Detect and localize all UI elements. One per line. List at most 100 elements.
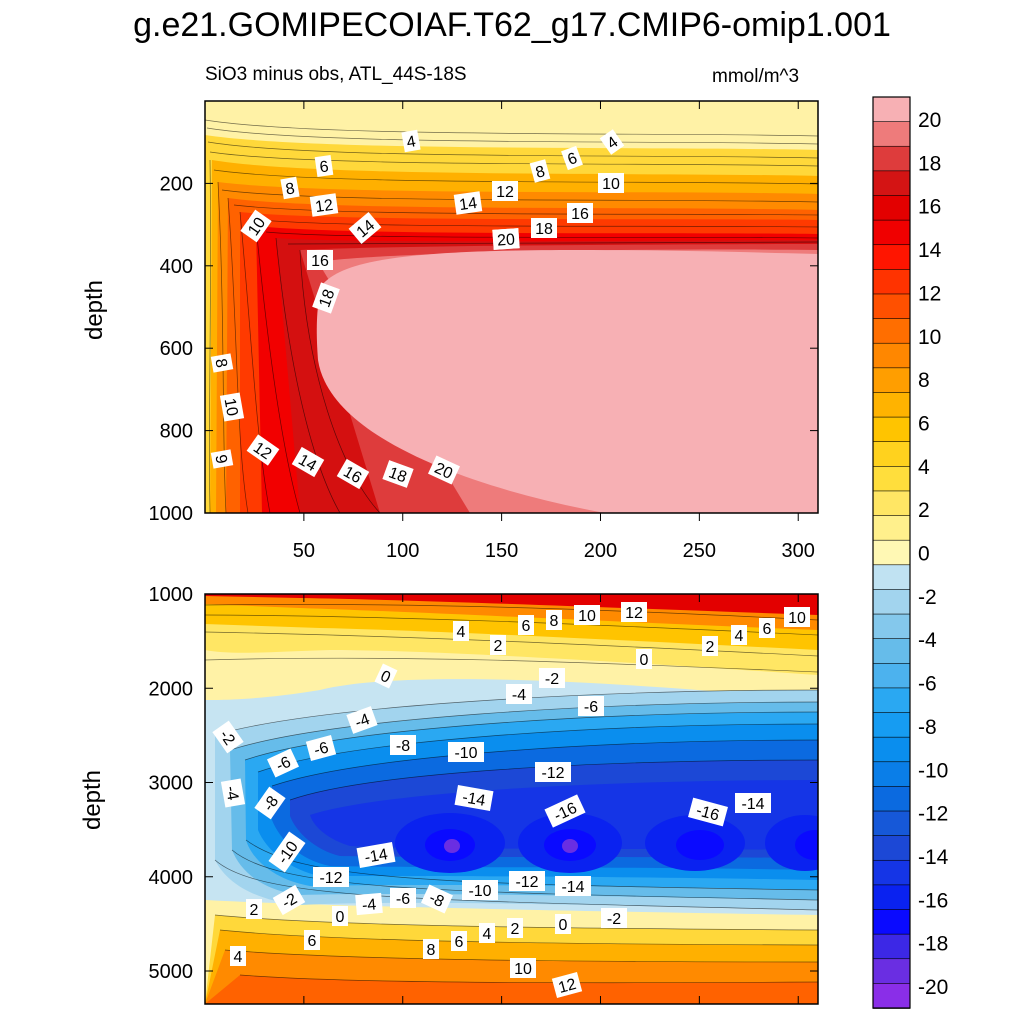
upper-xtick-label: 50 <box>293 540 315 562</box>
contour-label-text: 4 <box>483 926 492 943</box>
colorbar-swatch <box>872 145 911 172</box>
contour-label-text: 2 <box>511 921 520 938</box>
colorbar-swatch <box>872 490 911 517</box>
contour-label-text: 20 <box>432 460 455 483</box>
contour-label-text: 8 <box>550 613 559 630</box>
contour-label-text: 18 <box>386 464 409 486</box>
contour-label: -8 <box>390 735 416 755</box>
upper-ytick-label: 800 <box>160 421 193 443</box>
contour-label-bg <box>304 930 320 950</box>
contour-label-bg <box>544 794 586 828</box>
colorbar-tick-label: -14 <box>918 846 949 869</box>
contour-label-bg <box>240 209 272 243</box>
lower-ytick-label: 2000 <box>149 678 194 700</box>
contour-label-text: -6 <box>312 739 330 759</box>
colorbar-frame <box>872 96 911 1009</box>
contour-label: 6 <box>314 154 334 178</box>
contour-label: 18 <box>382 460 414 488</box>
contour-label: -14 <box>735 793 771 813</box>
contour-label-text: 0 <box>559 917 568 934</box>
upper-xtick-label: 200 <box>584 540 617 562</box>
colorbar-swatch <box>872 983 911 1009</box>
contour-label-bg <box>307 250 333 270</box>
contour-label-bg <box>356 842 396 868</box>
contour-label-text: -8 <box>396 738 410 755</box>
upper-ylabel: depth <box>81 280 108 340</box>
colorbar-tick-label: 18 <box>918 152 941 175</box>
colorbar-tick-label: 2 <box>918 499 930 522</box>
contour-label-bg <box>546 610 562 630</box>
contour-label: 6 <box>561 145 583 171</box>
colorbar-swatch <box>872 589 911 615</box>
contour-label-bg <box>574 605 600 625</box>
upper-xtick-label: 300 <box>782 540 815 562</box>
contour-label-text: 16 <box>311 253 329 270</box>
contour-label-text: 16 <box>340 463 364 487</box>
contour-label-bg <box>448 742 484 762</box>
colorbar-swatch <box>872 736 911 763</box>
lower-ytick-label: 4000 <box>149 867 194 889</box>
contour-label-text: 6 <box>455 934 464 951</box>
contour-label-bg <box>454 785 494 811</box>
contour-label-bg <box>688 797 728 827</box>
colorbar: 20181614121086420-2-4-6-8-10-12-14-16-18… <box>872 96 949 1009</box>
colorbar-swatch <box>872 342 911 369</box>
contour-label: 4 <box>479 923 495 943</box>
contour-label: 14 <box>291 446 325 478</box>
contour-label-text: -2 <box>607 911 621 928</box>
contour-label: -12 <box>313 867 349 887</box>
contour-label-bg <box>210 449 234 469</box>
contour-label-bg <box>266 748 300 778</box>
colorbar-tick-label: -4 <box>918 629 937 652</box>
upper-ytick-label: 600 <box>160 338 193 360</box>
contour-label-bg <box>355 892 383 916</box>
contour-label-bg <box>453 621 469 641</box>
contour-label: 0 <box>555 914 571 934</box>
contour-label-bg <box>507 918 523 938</box>
contour-label-bg <box>555 914 571 934</box>
contour-label-text: 20 <box>497 231 516 249</box>
contour-label-bg <box>332 906 348 926</box>
contour-label: -14 <box>555 876 591 896</box>
contour-label-text: -4 <box>512 687 526 704</box>
contour-label-text: 4 <box>234 949 243 966</box>
colorbar-swatch <box>872 121 911 148</box>
colorbar-swatch <box>872 638 911 665</box>
contour-label-bg <box>272 884 306 916</box>
contour-label-text: 4 <box>405 133 417 151</box>
upper-xtick-label: 250 <box>683 540 716 562</box>
colorbar-tick-label: 4 <box>918 456 930 479</box>
contour-label-text: -6 <box>274 754 294 775</box>
lower-contour-labels: 4 2 6 8 10 12 0 2 4 6 10 0 -2 -4 -6 -2 -4 -6 -6 -8 -10 -12 -14… <box>212 602 810 999</box>
colorbar-swatch <box>872 195 911 221</box>
contour-label-text: 2 <box>250 902 259 919</box>
contour-label-bg <box>599 129 625 155</box>
colorbar-swatch <box>872 933 911 960</box>
colorbar-tick-label: 14 <box>918 239 942 262</box>
contour-label-bg <box>735 793 771 813</box>
colorbar-tick-label: 20 <box>918 109 941 132</box>
contour-label: -8 <box>254 786 286 820</box>
colorbar-tick-label: -18 <box>918 933 948 956</box>
contour-label: -16 <box>688 797 728 827</box>
colorbar-swatch <box>872 712 911 738</box>
contour-label: 18 <box>531 218 557 238</box>
colorbar-tick-label: 10 <box>918 326 941 349</box>
colorbar-swatch <box>872 859 911 886</box>
contour-label: 6 <box>304 930 320 950</box>
colorbar-tick-label: 0 <box>918 543 930 566</box>
contour-label-bg <box>246 899 262 919</box>
lower-ytick-label: 1000 <box>149 584 194 606</box>
contour-label: -4 <box>355 892 383 916</box>
colorbar-tick-label: -20 <box>918 976 948 999</box>
contour-label-text: -14 <box>741 796 764 813</box>
contour-label: 10 <box>240 209 272 243</box>
contour-label-text: 8 <box>284 180 296 198</box>
contour-label-bg <box>254 786 286 820</box>
upper-plot-frame <box>204 100 819 514</box>
contour-label-bg <box>731 625 747 645</box>
contour-label: 2 <box>490 635 506 655</box>
contour-label: -14 <box>356 842 396 868</box>
contour-label-bg <box>510 958 536 978</box>
